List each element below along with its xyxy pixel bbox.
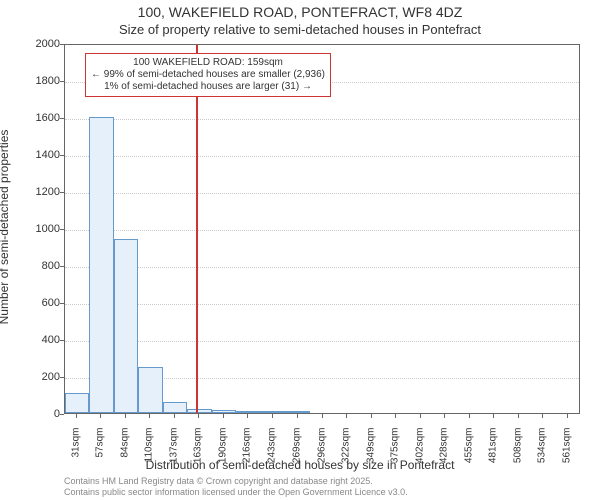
y-tick-mark [60, 192, 64, 193]
histogram-bar [138, 367, 163, 413]
gridline [65, 193, 579, 194]
y-tick-mark [60, 266, 64, 267]
y-tick-mark [60, 229, 64, 230]
histogram-bar [89, 117, 114, 413]
y-tick-mark [60, 44, 64, 45]
gridline [65, 341, 579, 342]
y-tick-mark [60, 303, 64, 304]
x-tick-mark [346, 414, 347, 418]
chart-container: 100, WAKEFIELD ROAD, PONTEFRACT, WF8 4DZ… [0, 0, 600, 500]
y-tick-label: 200 [10, 371, 60, 383]
x-tick-mark [322, 414, 323, 418]
histogram-bar [212, 410, 236, 413]
histogram-bar [236, 411, 261, 413]
y-tick-label: 1800 [10, 75, 60, 87]
y-tick-label: 400 [10, 334, 60, 346]
y-tick-mark [60, 340, 64, 341]
gridline [65, 156, 579, 157]
x-tick-mark [76, 414, 77, 418]
x-tick-mark [297, 414, 298, 418]
y-tick-label: 600 [10, 297, 60, 309]
y-tick-label: 1600 [10, 112, 60, 124]
x-tick-mark [395, 414, 396, 418]
y-tick-label: 0 [10, 408, 60, 420]
y-tick-label: 2000 [10, 38, 60, 50]
gridline [65, 267, 579, 268]
y-tick-label: 1200 [10, 186, 60, 198]
x-tick-mark [493, 414, 494, 418]
plot-area: 100 WAKEFIELD ROAD: 159sqm ← 99% of semi… [64, 44, 580, 414]
annotation-line-property: 100 WAKEFIELD ROAD: 159sqm [91, 57, 325, 69]
x-tick-mark [100, 414, 101, 418]
x-tick-mark [247, 414, 248, 418]
property-marker-line [196, 45, 198, 413]
y-tick-label: 1000 [10, 223, 60, 235]
histogram-bar [187, 409, 212, 413]
histogram-bar [114, 239, 138, 413]
y-tick-label: 1400 [10, 149, 60, 161]
x-tick-mark [469, 414, 470, 418]
y-tick-label: 800 [10, 260, 60, 272]
gridline [65, 230, 579, 231]
x-tick-mark [198, 414, 199, 418]
footnote-land-registry: Contains HM Land Registry data © Crown c… [64, 476, 373, 486]
x-tick-mark [149, 414, 150, 418]
chart-title-address: 100, WAKEFIELD ROAD, PONTEFRACT, WF8 4DZ [0, 4, 600, 20]
x-tick-mark [125, 414, 126, 418]
x-tick-mark [272, 414, 273, 418]
y-tick-mark [60, 414, 64, 415]
gridline [65, 304, 579, 305]
y-tick-mark [60, 377, 64, 378]
x-tick-mark [371, 414, 372, 418]
x-tick-mark [518, 414, 519, 418]
x-tick-mark [542, 414, 543, 418]
annotation-line-larger: 1% of semi-detached houses are larger (3… [91, 81, 325, 93]
x-tick-mark [223, 414, 224, 418]
x-tick-mark [444, 414, 445, 418]
chart-subtitle: Size of property relative to semi-detach… [0, 22, 600, 37]
annotation-line-smaller: ← 99% of semi-detached houses are smalle… [91, 69, 325, 81]
x-tick-mark [174, 414, 175, 418]
x-axis-title: Distribution of semi-detached houses by … [0, 458, 600, 472]
histogram-bar [65, 393, 89, 413]
histogram-bar [285, 411, 310, 413]
histogram-bar [261, 411, 285, 413]
y-tick-mark [60, 155, 64, 156]
footnote-ogl: Contains public sector information licen… [64, 487, 408, 497]
gridline [65, 119, 579, 120]
y-tick-mark [60, 81, 64, 82]
x-tick-mark [567, 414, 568, 418]
x-tick-mark [420, 414, 421, 418]
annotation-box: 100 WAKEFIELD ROAD: 159sqm ← 99% of semi… [85, 53, 331, 97]
histogram-bar [163, 402, 187, 413]
y-tick-mark [60, 118, 64, 119]
